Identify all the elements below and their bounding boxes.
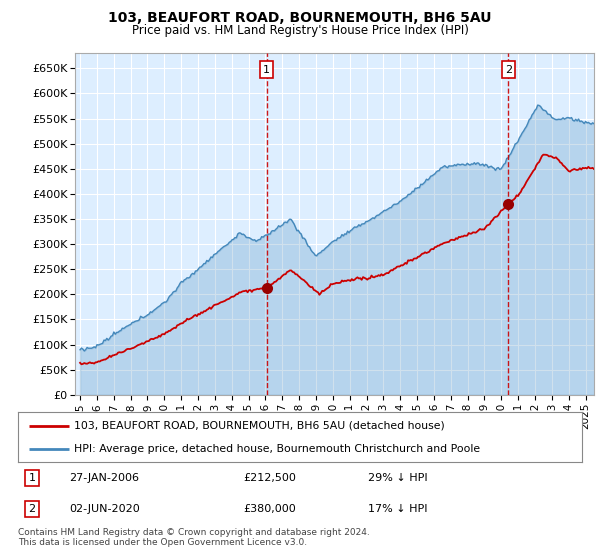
Text: 103, BEAUFORT ROAD, BOURNEMOUTH, BH6 5AU (detached house): 103, BEAUFORT ROAD, BOURNEMOUTH, BH6 5AU… <box>74 421 445 431</box>
Text: 2: 2 <box>505 64 512 74</box>
Text: 02-JUN-2020: 02-JUN-2020 <box>69 504 140 514</box>
Text: Price paid vs. HM Land Registry's House Price Index (HPI): Price paid vs. HM Land Registry's House … <box>131 24 469 36</box>
Text: 1: 1 <box>263 64 270 74</box>
Text: 27-JAN-2006: 27-JAN-2006 <box>69 473 139 483</box>
Text: 17% ↓ HPI: 17% ↓ HPI <box>368 504 427 514</box>
Text: £212,500: £212,500 <box>244 473 296 483</box>
Text: £380,000: £380,000 <box>244 504 296 514</box>
Text: 29% ↓ HPI: 29% ↓ HPI <box>368 473 427 483</box>
Text: 1: 1 <box>29 473 35 483</box>
Text: 103, BEAUFORT ROAD, BOURNEMOUTH, BH6 5AU: 103, BEAUFORT ROAD, BOURNEMOUTH, BH6 5AU <box>108 11 492 25</box>
Text: 2: 2 <box>29 504 35 514</box>
Text: HPI: Average price, detached house, Bournemouth Christchurch and Poole: HPI: Average price, detached house, Bour… <box>74 444 481 454</box>
Text: Contains HM Land Registry data © Crown copyright and database right 2024.
This d: Contains HM Land Registry data © Crown c… <box>18 528 370 547</box>
